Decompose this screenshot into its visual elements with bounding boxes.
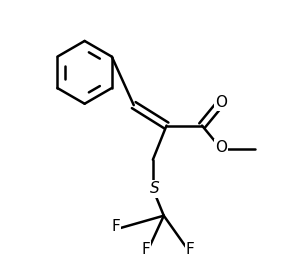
Text: O: O bbox=[215, 95, 227, 110]
Text: F: F bbox=[141, 242, 150, 257]
Text: O: O bbox=[215, 140, 227, 155]
Text: S: S bbox=[149, 182, 159, 196]
Text: F: F bbox=[186, 242, 195, 257]
Text: F: F bbox=[111, 219, 120, 234]
